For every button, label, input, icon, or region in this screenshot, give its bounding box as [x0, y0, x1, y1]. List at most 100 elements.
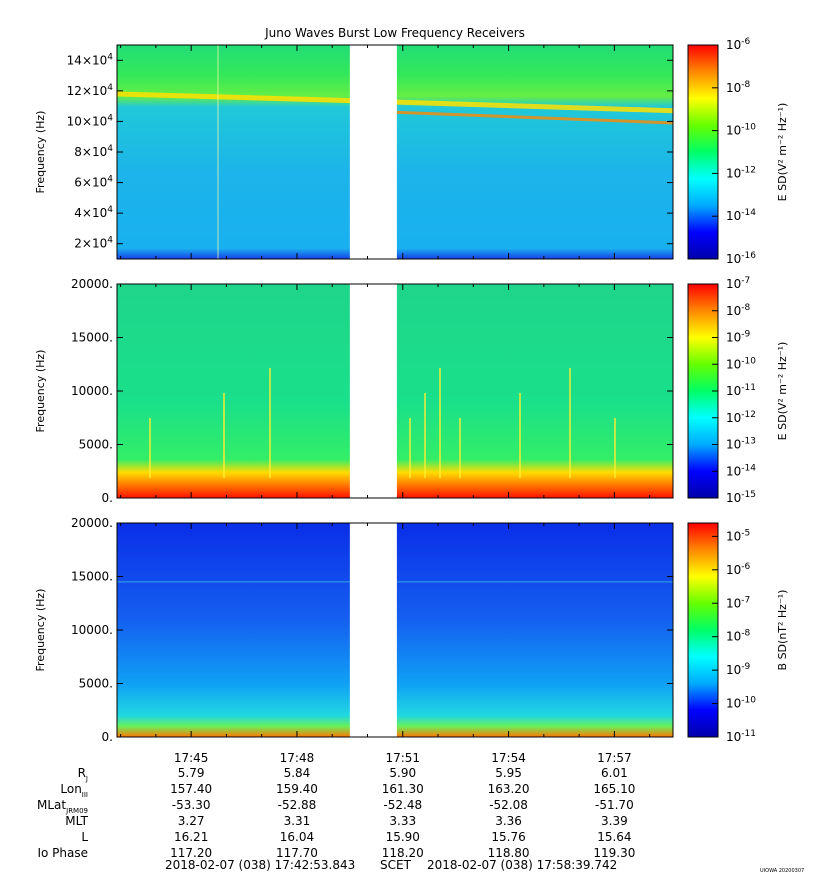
ephemeris-value: 159.40: [276, 782, 318, 796]
y-tick-label: 20000.: [71, 277, 113, 291]
ephemeris-value: 3.33: [389, 814, 416, 828]
colorbar-tick-label: 10-6: [726, 37, 751, 52]
colorbar-tick-label: 10-12: [726, 165, 756, 180]
colorbar-tick-label: 10-10: [726, 123, 756, 138]
colorbar-tick-label: 10-10: [726, 356, 756, 371]
ephemeris-value: 165.10: [593, 782, 635, 796]
colorbar: [687, 522, 719, 738]
y-tick-label: 0.: [102, 491, 113, 505]
colorbar-tick-label: 10-11: [726, 383, 756, 398]
colorbar-tick-label: 10-7: [726, 276, 750, 291]
ephemeris-value: 5.79: [178, 766, 205, 780]
data-gap: [349, 44, 397, 260]
colorbar-tick-label: 10-14: [726, 208, 756, 223]
ephemeris-label-io: Io Phase: [37, 846, 88, 860]
y-tick-label: 5000.: [79, 677, 113, 691]
ephemeris-value: 3.36: [495, 814, 522, 828]
colorbar-tick-label: 10-8: [726, 629, 751, 644]
footer-start-time: 2018-02-07 (038) 17:42:53.843: [165, 858, 355, 872]
colorbar-label: B SD(nT² Hz⁻¹): [776, 590, 789, 671]
ephemeris-value: 3.39: [601, 814, 628, 828]
colorbar-tick-label: 10-6: [726, 562, 751, 577]
x-tick-label: 17:48: [280, 751, 315, 765]
ephemeris-value: -51.70: [595, 798, 634, 812]
ephemeris-value: 6.01: [601, 766, 628, 780]
ephemeris-value: 163.20: [488, 782, 530, 796]
y-tick-label: 14×104: [67, 52, 114, 67]
y-tick-label: 10000.: [71, 384, 113, 398]
y-tick-label: 15000.: [71, 570, 113, 584]
ephemeris-table: 17:45 17:48 17:51 17:54 17:57 RJ 5.79 5.84 5.90 5…: [37, 751, 635, 860]
ephemeris-value: 16.04: [280, 830, 314, 844]
colorbar-tick-label: 10-14: [726, 463, 756, 478]
y-tick-label: 10000.: [71, 623, 113, 637]
ephemeris-value: 15.90: [386, 830, 420, 844]
chart-title: Juno Waves Burst Low Frequency Receivers: [264, 26, 525, 40]
ephemeris-label-l: L: [81, 830, 88, 844]
ephemeris-label-mlat: MLatJRM09: [37, 798, 88, 815]
colorbar-tick-label: 10-15: [726, 490, 756, 505]
y-tick-label: 0.: [102, 730, 113, 744]
x-tick-label: 17:51: [385, 751, 420, 765]
y-axis-label: Frequency (Hz): [34, 350, 47, 433]
colorbar-tick-label: 10-9: [726, 330, 751, 345]
ephemeris-value: 117.70: [276, 846, 318, 860]
ephemeris-value: 15.76: [491, 830, 525, 844]
x-tick-label: 17:54: [491, 751, 526, 765]
data-gap: [349, 283, 397, 499]
ephemeris-value: 157.40: [170, 782, 212, 796]
ephemeris-value: 3.27: [178, 814, 205, 828]
y-tick-label: 15000.: [71, 331, 113, 345]
y-axis-label: Frequency (Hz): [34, 111, 47, 194]
colorbar-tick-label: 10-5: [726, 528, 750, 543]
ephemeris-value: 5.90: [389, 766, 416, 780]
footer-credit: UIOWA 20200307: [760, 868, 804, 874]
colorbar-tick-label: 10-9: [726, 662, 751, 677]
emission-band-core: [394, 110, 674, 125]
ephemeris-value: 161.30: [382, 782, 424, 796]
y-tick-label: 10×104: [67, 113, 114, 128]
footer-scet-label: SCET: [380, 858, 412, 872]
colorbar: [687, 44, 719, 260]
ephemeris-value: 15.64: [597, 830, 631, 844]
ephemeris-label-rj: RJ: [78, 766, 88, 783]
ephemeris-value: -52.48: [383, 798, 422, 812]
data-gap: [349, 522, 397, 738]
colorbar-tick-label: 10-13: [726, 437, 756, 452]
y-tick-label: 4×104: [74, 205, 113, 220]
y-tick-label: 6×104: [74, 175, 113, 190]
colorbar-tick-label: 10-8: [726, 80, 751, 95]
colorbar-label: E SD(V² m⁻² Hz⁻¹): [776, 103, 789, 202]
colorbar-tick-label: 10-7: [726, 595, 750, 610]
y-tick-label: 5000.: [79, 438, 113, 452]
y-tick-label: 2×104: [74, 236, 113, 251]
colorbar-tick-label: 10-10: [726, 696, 756, 711]
y-axis-label: Frequency (Hz): [34, 589, 47, 672]
ephemeris-value: 119.30: [593, 846, 635, 860]
x-tick-label: 17:45: [174, 751, 209, 765]
y-tick-label: 20000.: [71, 516, 113, 530]
colorbar-label: E SD(V² m⁻² Hz⁻¹): [776, 342, 789, 441]
colorbar-tick-label: 10-16: [726, 251, 756, 266]
x-tick-label: 17:57: [597, 751, 632, 765]
y-tick-label: 8×104: [74, 144, 113, 159]
ephemeris-value: 3.31: [284, 814, 311, 828]
ephemeris-value: 5.95: [495, 766, 522, 780]
ephemeris-value: -53.30: [172, 798, 211, 812]
ephemeris-label-mlt: MLT: [65, 814, 88, 828]
ephemeris-value: 5.84: [284, 766, 311, 780]
ephemeris-value: -52.08: [489, 798, 528, 812]
footer-end-time: 2018-02-07 (038) 17:58:39.742: [427, 858, 617, 872]
ephemeris-value: 118.20: [382, 846, 424, 860]
ephemeris-label-lon: LonIII: [60, 782, 88, 799]
ephemeris-value: 117.20: [170, 846, 212, 860]
colorbar-tick-label: 10-8: [726, 303, 751, 318]
panel-3: 0. 5000. 10000. 15000. 20000. Frequency (Hz) 1…: [34, 516, 789, 744]
panel-2: 0. 5000. 10000. 15000. 20000. Frequency (Hz) 1…: [34, 276, 789, 505]
emission-band: [116, 91, 674, 114]
ephemeris-value: 16.21: [174, 830, 208, 844]
panel-1: 2×104 4×104 6×104 8×104 10×104 12×104 14×104 Fr…: [34, 37, 789, 266]
colorbar-tick-label: 10-12: [726, 410, 756, 425]
ephemeris-value: -52.88: [278, 798, 317, 812]
